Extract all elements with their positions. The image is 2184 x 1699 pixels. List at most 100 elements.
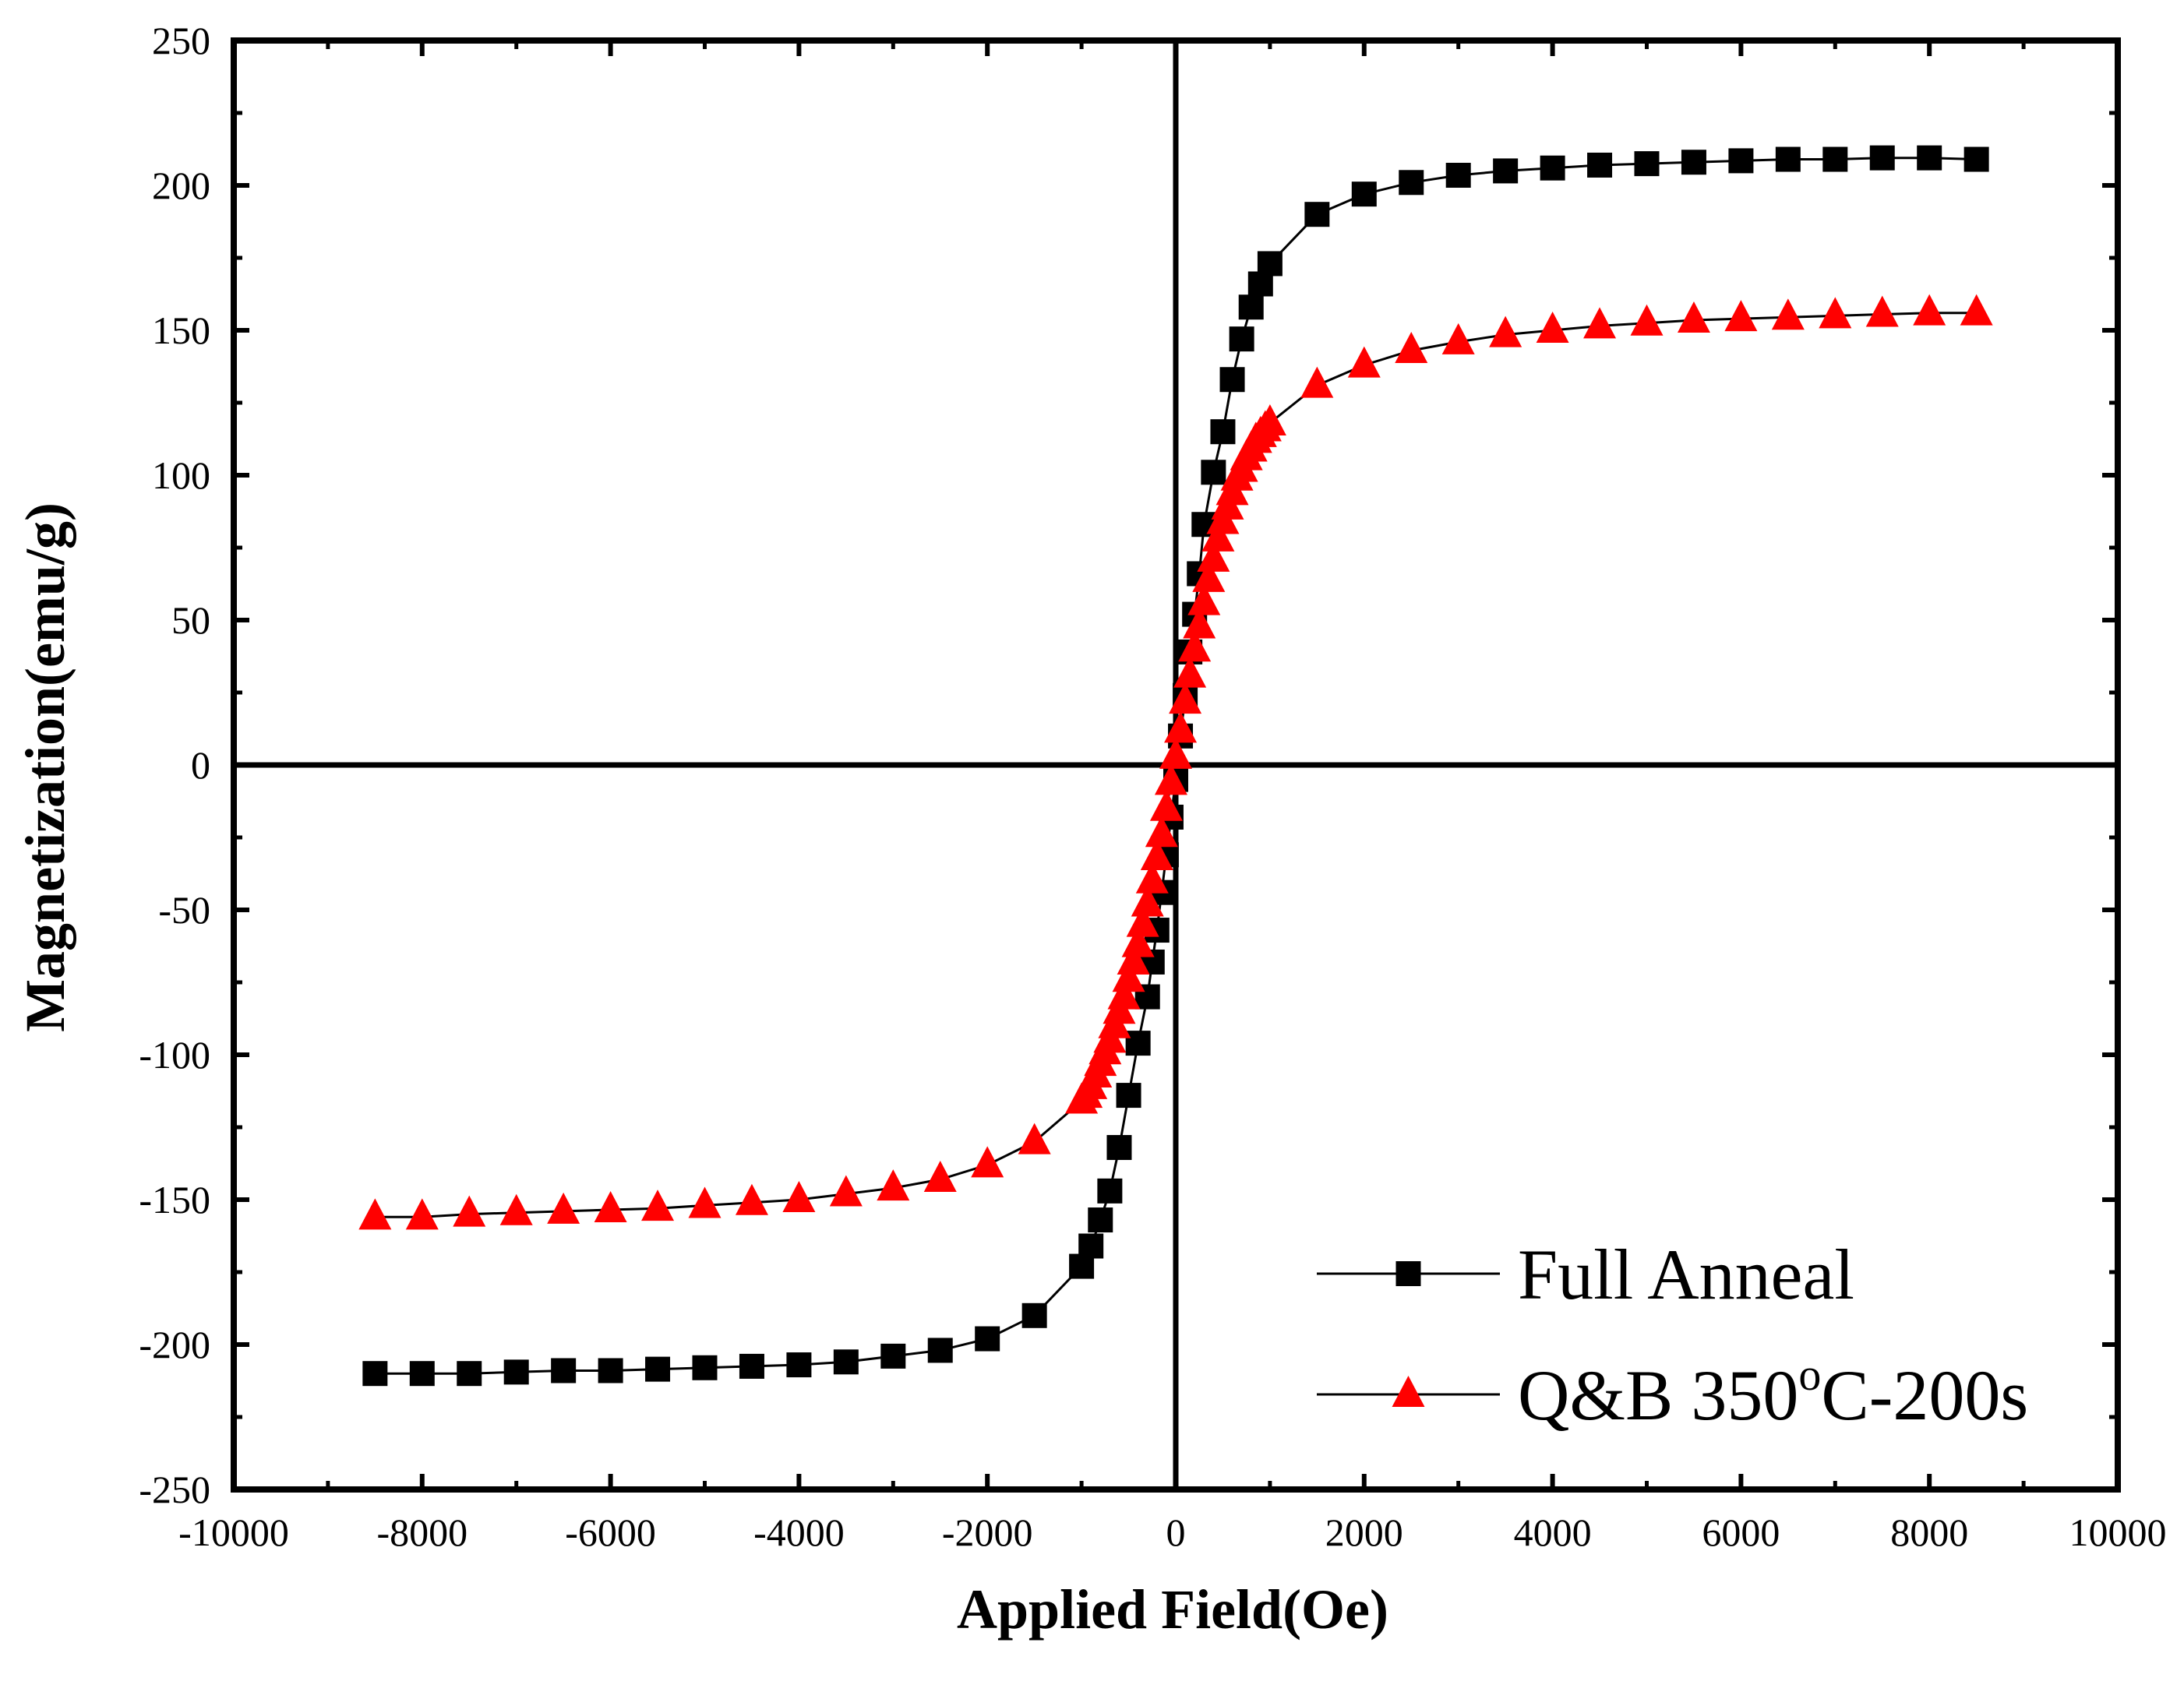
data-point (1540, 155, 1565, 181)
data-point (975, 1326, 1000, 1352)
data-point (1183, 607, 1216, 639)
data-point (1229, 326, 1254, 352)
data-point (1238, 294, 1264, 320)
y-tick-label: -150 (139, 1178, 210, 1221)
x-tick-label: 0 (1166, 1510, 1186, 1554)
data-point (1112, 961, 1145, 992)
legend-item: Full Anneal (1317, 1235, 1854, 1314)
data-point (1021, 1302, 1047, 1328)
data-point (1960, 294, 1993, 326)
data-point (1117, 943, 1150, 975)
data-point (409, 1361, 435, 1387)
x-tick-label: -10000 (178, 1510, 289, 1554)
data-point (641, 1190, 675, 1221)
data-point (1140, 839, 1173, 871)
data-point (503, 1359, 529, 1385)
data-point (1304, 202, 1330, 227)
data-point (1728, 148, 1754, 174)
data-point (1634, 151, 1660, 177)
ticks: -10000 -8000 -6000 -4000 -2000 0 2000 4000 6000 8… (139, 19, 2166, 1554)
data-point (1125, 1031, 1151, 1056)
legend-item: Q&B 350oC-200s (1317, 1349, 2028, 1435)
data-point (594, 1191, 627, 1223)
data-point (1154, 763, 1187, 795)
data-point (1201, 460, 1226, 485)
data-point (927, 1338, 953, 1363)
data-point (923, 1160, 957, 1192)
y-tick-label: 250 (152, 19, 210, 62)
legend-label-text: Full Anneal (1518, 1235, 1854, 1314)
data-point (1106, 1135, 1132, 1161)
data-point (1131, 885, 1164, 917)
x-tick-label: 8000 (1890, 1510, 1968, 1554)
data-point (547, 1192, 580, 1224)
legend-label-text: Q&B 350 (1518, 1355, 1798, 1435)
data-point (1018, 1123, 1051, 1154)
x-tick-label: 2000 (1325, 1510, 1403, 1554)
y-tick-label: 150 (152, 308, 210, 352)
data-point (833, 1349, 859, 1375)
data-point (1351, 182, 1377, 207)
data-point (829, 1175, 863, 1207)
data-point (688, 1186, 722, 1218)
data-point (1445, 162, 1471, 188)
x-tick-label: -2000 (942, 1510, 1033, 1554)
y-tick-label: -50 (158, 888, 210, 932)
data-point (1771, 298, 1805, 330)
data-point (1441, 323, 1475, 354)
data-point (877, 1169, 910, 1201)
data-point (453, 1195, 486, 1227)
data-point (1159, 737, 1192, 769)
data-point (598, 1358, 623, 1384)
legend-marker (1395, 1261, 1421, 1286)
data-point (1630, 304, 1664, 336)
data-point (1913, 294, 1946, 326)
data-point (1197, 540, 1230, 572)
legend: Full Anneal Q&B 350oC-200s (1317, 1235, 2028, 1435)
data-point (1173, 656, 1207, 688)
x-tick-label: 6000 (1702, 1510, 1780, 1554)
data-point (551, 1358, 577, 1384)
y-axis-title: Magnetization(emu/g) (14, 502, 76, 1032)
x-tick-label: 10000 (2069, 1510, 2167, 1554)
data-point (1917, 145, 1942, 171)
data-point (405, 1198, 439, 1230)
data-point (358, 1198, 392, 1230)
data-point (1121, 925, 1155, 957)
data-point (1116, 1083, 1141, 1109)
y-tick-label: -200 (139, 1323, 210, 1366)
legend-label: Q&B 350oC-200s (1518, 1349, 2028, 1435)
data-point (786, 1352, 812, 1378)
legend-label-suffix: C-200s (1821, 1355, 2028, 1435)
data-point (1078, 1233, 1104, 1259)
data-point (1724, 300, 1758, 332)
data-point (735, 1183, 768, 1215)
data-point (1681, 150, 1706, 175)
data-point (1088, 1207, 1113, 1233)
data-point (1135, 862, 1169, 894)
data-point (1164, 711, 1198, 743)
data-point (1583, 307, 1617, 339)
data-point (645, 1356, 671, 1382)
legend-marker (1392, 1376, 1425, 1407)
y-tick-label: 50 (171, 598, 210, 642)
data-point (1865, 295, 1899, 327)
data-point (1300, 366, 1334, 398)
data-point (1201, 520, 1235, 552)
data-point (1097, 1178, 1123, 1204)
data-point (1149, 789, 1183, 821)
y-tick-label: -100 (139, 1033, 210, 1077)
data-point (1819, 297, 1852, 329)
data-point (1963, 146, 1989, 172)
data-point (1347, 346, 1381, 378)
data-point (1257, 251, 1283, 277)
data-point (880, 1343, 906, 1369)
legend-label: Full Anneal (1518, 1235, 1854, 1314)
data-point (1145, 816, 1178, 848)
data-point (499, 1193, 533, 1225)
data-point (1822, 146, 1848, 172)
data-point (1775, 146, 1801, 172)
data-point (1192, 560, 1226, 592)
